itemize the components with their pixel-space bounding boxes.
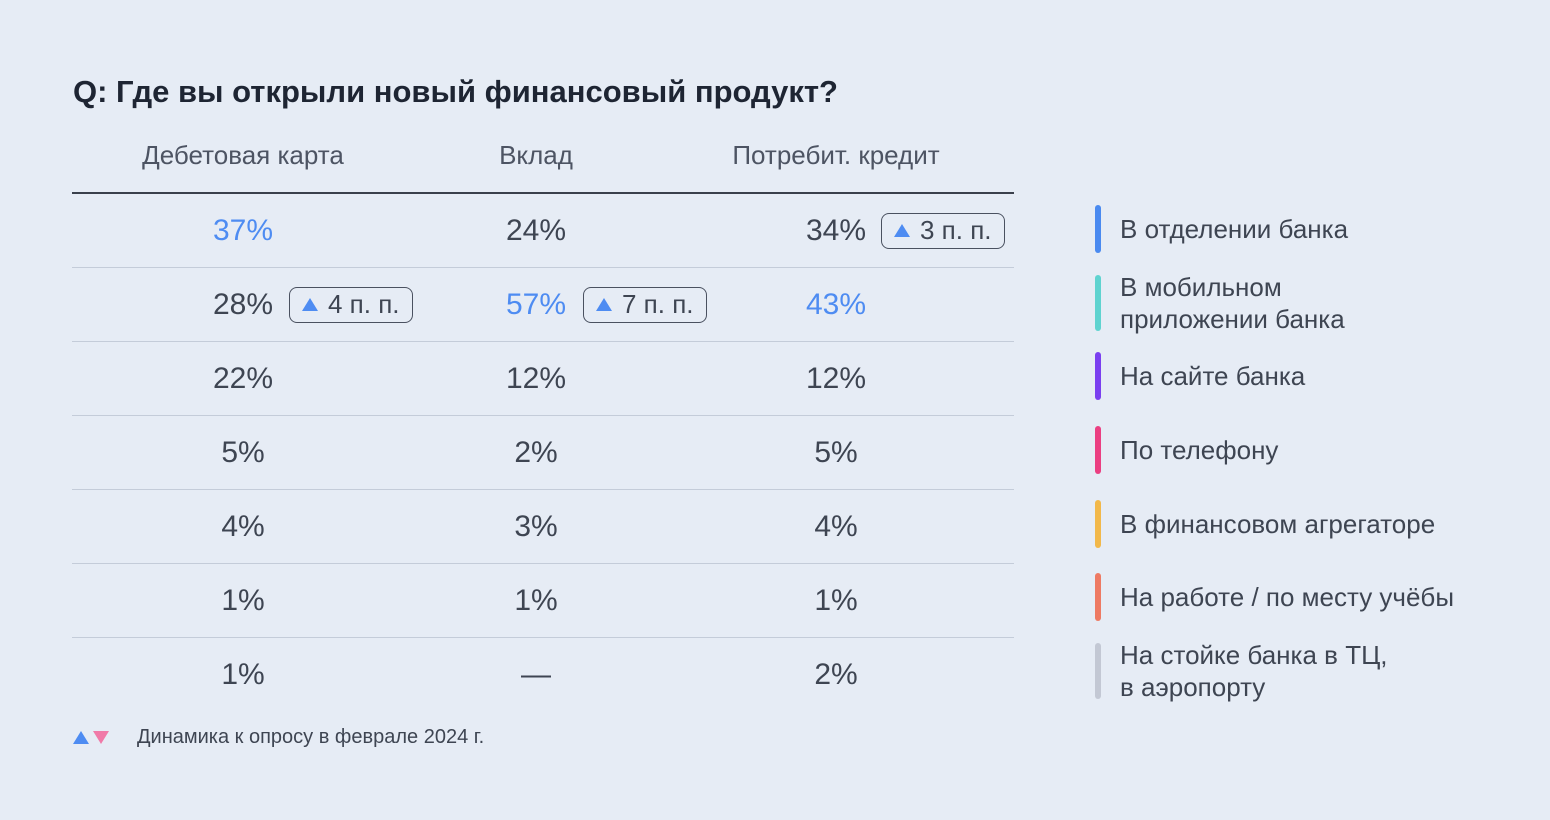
legend-color-bar xyxy=(1095,573,1101,622)
value-cell-deposit: 2% xyxy=(514,435,558,469)
value-cell-deposit: 12% xyxy=(505,361,567,395)
value-cell-consumer-credit: 12% xyxy=(805,361,867,395)
chart-title: Q: Где вы открыли новый финансовый проду… xyxy=(73,74,838,109)
column-header-consumer-credit: Потребит. кредит xyxy=(732,140,940,170)
change-badge-label: 7 п. п. xyxy=(622,289,694,319)
table-row: 37% 24% 34% 3 п. п. xyxy=(72,194,1014,268)
change-badge-label: 4 п. п. xyxy=(328,289,400,319)
table-header: Дебетовая карта Вклад Потребит. кредит xyxy=(72,130,1014,194)
table-row: 1% — 2% xyxy=(72,638,1014,711)
legend-label: На стойке банка в ТЦ, в аэропорту xyxy=(1120,640,1388,703)
value-cell-debit-card: 5% xyxy=(221,435,265,469)
legend-label: По телефону xyxy=(1120,434,1279,465)
triangle-up-icon xyxy=(596,298,612,311)
change-badge: 7 п. п. xyxy=(583,286,707,323)
legend-color-bar xyxy=(1095,204,1101,253)
legend-color-bar xyxy=(1095,274,1101,331)
value-cell-deposit: 3% xyxy=(514,509,558,543)
footnote-text: Динамика к опросу в феврале 2024 г. xyxy=(137,726,485,748)
change-badge: 4 п. п. xyxy=(289,286,413,323)
value-cell-debit-card: 28% xyxy=(212,287,274,321)
table-row: 1% 1% 1% xyxy=(72,564,1014,638)
table-row: 4% 3% 4% xyxy=(72,490,1014,564)
legend-label: На работе / по месту учёбы xyxy=(1120,582,1455,613)
triangle-up-icon xyxy=(73,731,89,744)
legend-color-bar xyxy=(1095,499,1101,548)
value-cell-consumer-credit: 1% xyxy=(814,583,858,617)
legend-color-bar xyxy=(1095,352,1101,401)
value-cell-deposit: 1% xyxy=(514,583,558,617)
triangle-up-icon xyxy=(302,298,318,311)
value-cell-deposit: — xyxy=(521,657,551,691)
value-cell-debit-card: 37% xyxy=(212,213,274,247)
triangle-up-icon xyxy=(894,224,910,237)
footnote: Динамика к опросу в феврале 2024 г. xyxy=(73,726,484,749)
table-body: 37% 24% 34% 3 п. п. 28% 4 п. п. 57% 7 п. п. 43% 2… xyxy=(72,194,1014,711)
value-cell-deposit: 24% xyxy=(505,213,567,247)
triangle-down-icon xyxy=(93,731,109,744)
data-table: Дебетовая карта Вклад Потребит. кредит 3… xyxy=(72,130,1014,711)
legend-label: На сайте банка xyxy=(1120,361,1306,392)
legend-label: В отделении банка xyxy=(1120,213,1349,244)
value-cell-consumer-credit: 34% xyxy=(805,213,867,247)
dynamics-icons xyxy=(73,731,109,744)
value-cell-debit-card: 1% xyxy=(221,657,265,691)
legend-color-bar xyxy=(1095,643,1101,700)
legend-label: В финансовом агрегаторе xyxy=(1120,508,1436,539)
legend-label: В мобильном приложении банка xyxy=(1120,271,1345,334)
value-cell-deposit: 57% xyxy=(505,287,567,321)
value-cell-consumer-credit: 43% xyxy=(805,287,867,321)
table-row: 28% 4 п. п. 57% 7 п. п. 43% xyxy=(72,268,1014,342)
change-badge-label: 3 п. п. xyxy=(920,215,992,245)
value-cell-consumer-credit: 4% xyxy=(814,509,858,543)
legend-color-bar xyxy=(1095,425,1101,474)
value-cell-debit-card: 22% xyxy=(212,361,274,395)
value-cell-consumer-credit: 5% xyxy=(814,435,858,469)
column-header-deposit: Вклад xyxy=(499,140,573,170)
table-row: 5% 2% 5% xyxy=(72,416,1014,490)
value-cell-consumer-credit: 2% xyxy=(814,657,858,691)
table-row: 22% 12% 12% xyxy=(72,342,1014,416)
column-header-debit-card: Дебетовая карта xyxy=(142,140,344,170)
value-cell-debit-card: 1% xyxy=(221,583,265,617)
value-cell-debit-card: 4% xyxy=(221,509,265,543)
change-badge: 3 п. п. xyxy=(881,212,1005,249)
